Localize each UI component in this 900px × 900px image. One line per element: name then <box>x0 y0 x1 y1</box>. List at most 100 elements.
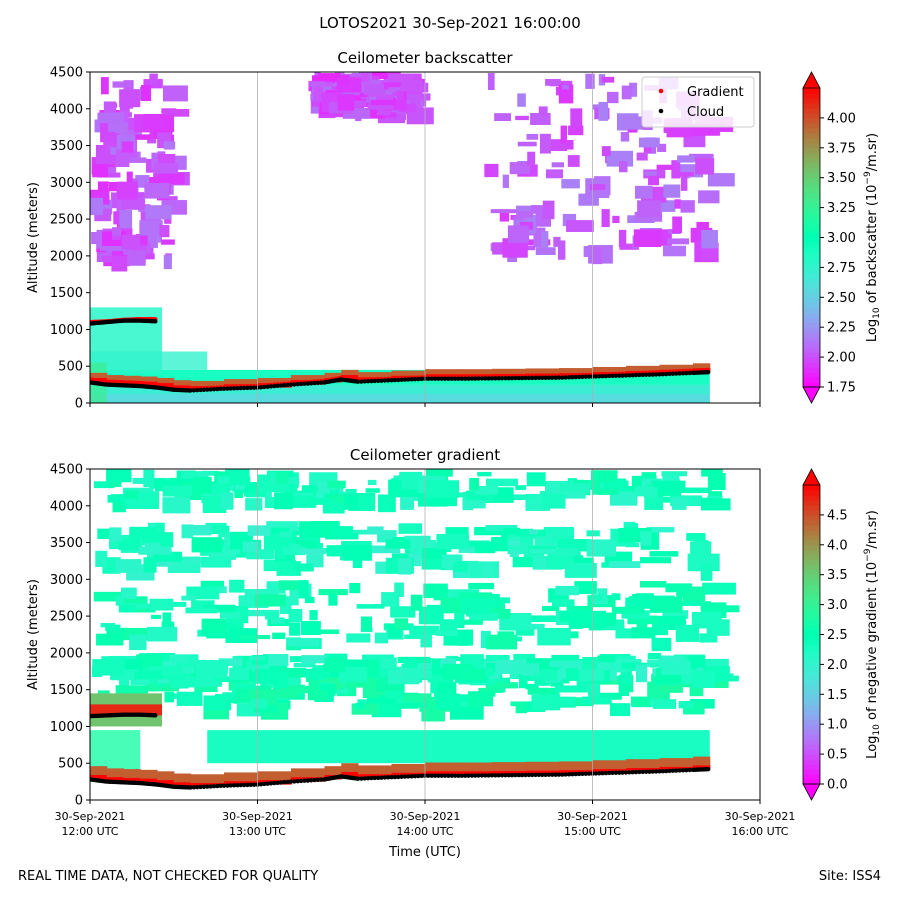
data-point <box>580 771 585 777</box>
colorbar-step <box>803 594 820 601</box>
x-tick-label: 30-Sep-2021 <box>222 810 293 823</box>
colorbar-step <box>803 514 820 521</box>
data-point <box>503 376 508 381</box>
data-point <box>419 773 424 779</box>
data-point <box>429 773 434 778</box>
data-point <box>399 377 404 382</box>
y-tick-label: 4000 <box>50 102 83 117</box>
data-point <box>657 769 662 774</box>
data-point <box>540 375 545 381</box>
colorbar-step <box>803 132 820 139</box>
data-point <box>613 770 619 775</box>
colorbar-step <box>803 317 820 323</box>
colorbar-step <box>803 624 820 631</box>
colorbar-step <box>803 127 820 134</box>
data-point <box>268 781 274 786</box>
data-point <box>627 373 632 378</box>
data-point <box>476 773 481 778</box>
data-point <box>610 770 615 776</box>
x-tick-label: 15:00 UTC <box>564 825 621 838</box>
legend-label: Gradient <box>687 85 744 100</box>
data-point <box>288 382 294 387</box>
data-point <box>275 780 280 785</box>
data-point <box>191 785 197 790</box>
colorbar-extend-max <box>802 468 821 486</box>
colorbar-step <box>803 262 820 268</box>
y-tick-label: 3000 <box>50 573 83 588</box>
data-point <box>516 375 521 381</box>
data-point <box>396 377 401 383</box>
data-point <box>566 772 572 777</box>
colorbar-step <box>803 147 820 154</box>
data-point <box>228 386 233 391</box>
colorbar-step <box>803 604 820 611</box>
data-point <box>466 773 471 778</box>
data-point <box>231 386 237 391</box>
data-point <box>275 383 280 388</box>
data-point <box>483 773 488 778</box>
data-point <box>680 768 686 773</box>
colorbar-step <box>803 559 820 566</box>
data-point <box>265 781 270 786</box>
data-point <box>640 769 645 775</box>
data-point <box>412 376 418 382</box>
colorbar-step <box>803 619 820 626</box>
data-point <box>653 372 659 377</box>
colorbar-step <box>803 609 820 616</box>
data-point <box>643 769 649 774</box>
colorbar-step <box>803 172 820 179</box>
data-point <box>643 372 649 377</box>
data-point <box>245 385 250 391</box>
data-point <box>416 376 421 382</box>
colorbar-step <box>803 709 820 715</box>
site-label: Site: ISS4 <box>818 869 881 884</box>
data-point <box>315 777 320 783</box>
data-point <box>369 378 374 384</box>
data-point <box>570 771 575 777</box>
colorbar-step <box>803 679 820 685</box>
x-tick-label: 14:00 UTC <box>396 825 453 838</box>
data-point <box>586 771 592 776</box>
colorbar-tick-label: 1.75 <box>827 381 856 396</box>
colorbar-step <box>803 227 820 234</box>
data-point <box>607 373 612 379</box>
data-point <box>198 784 203 790</box>
data-point <box>375 775 381 780</box>
data-point <box>385 775 391 780</box>
colorbar-step <box>803 544 820 551</box>
data-point <box>221 386 227 391</box>
data-point <box>543 772 548 777</box>
data-point <box>640 372 645 378</box>
colorbar-extend-min <box>802 783 821 801</box>
data-point <box>627 770 632 775</box>
data-point <box>516 772 521 778</box>
legend: Gradient Cloud <box>641 76 755 128</box>
data-point <box>235 783 240 788</box>
data-point <box>684 767 689 773</box>
colorbar-step <box>803 382 820 388</box>
legend-marker <box>658 88 664 94</box>
data-point <box>506 772 511 778</box>
heatmap-field <box>90 469 740 790</box>
data-point <box>385 378 391 383</box>
data-point <box>379 378 384 383</box>
data-point <box>312 777 317 783</box>
data-point <box>426 376 431 381</box>
data-point <box>432 376 438 381</box>
data-point <box>218 386 223 392</box>
data-point <box>406 774 411 779</box>
data-point <box>570 374 575 380</box>
colorbar-step <box>803 504 820 511</box>
data-point <box>153 713 158 718</box>
colorbar-label: Log10 of negative gradient (10−9/m.sr) <box>863 510 882 759</box>
data-point <box>657 372 662 377</box>
data-point <box>218 783 223 789</box>
data-point <box>546 772 552 777</box>
data-point <box>583 374 588 379</box>
data-point <box>302 778 307 783</box>
data-point <box>519 772 525 778</box>
data-point <box>272 780 277 786</box>
data-point <box>466 376 471 381</box>
data-point <box>469 376 475 381</box>
